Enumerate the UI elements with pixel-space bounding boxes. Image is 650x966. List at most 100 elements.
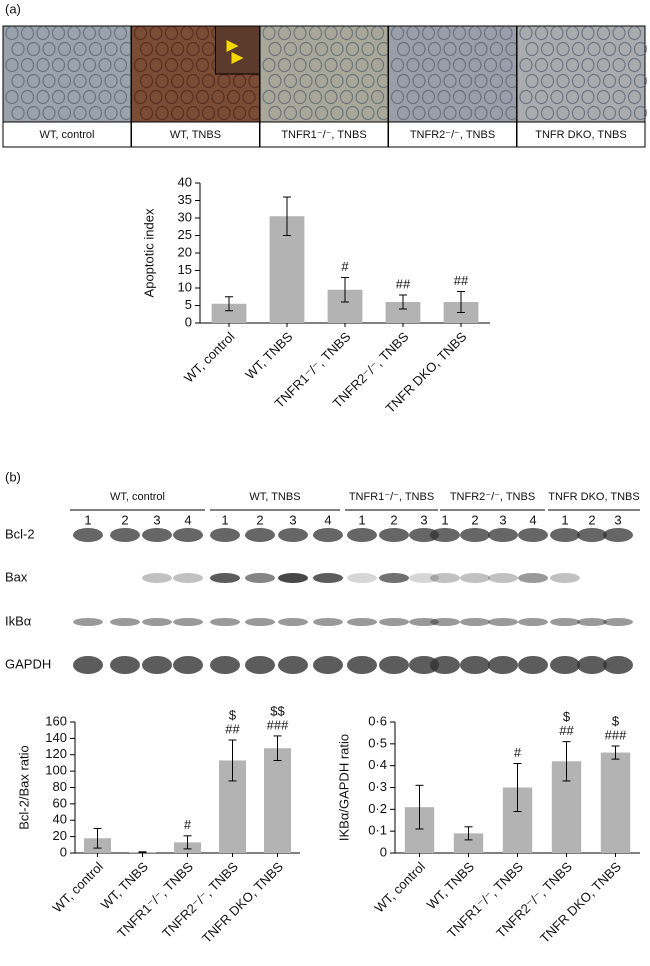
blot-band bbox=[409, 656, 439, 674]
crypt bbox=[474, 41, 488, 57]
crypt bbox=[217, 105, 231, 121]
x-tick-label: TNFR1⁻/⁻, TNBS bbox=[114, 859, 196, 941]
crypt bbox=[355, 25, 369, 41]
crypt bbox=[293, 89, 307, 105]
crypt bbox=[571, 41, 586, 57]
crypt bbox=[452, 89, 467, 105]
crypt bbox=[139, 105, 154, 121]
crypt bbox=[149, 57, 163, 73]
crypt bbox=[437, 25, 451, 41]
blot-band bbox=[73, 528, 103, 542]
crypt bbox=[587, 105, 601, 121]
y-tick-label: 0·3 bbox=[368, 779, 387, 794]
crypt bbox=[534, 89, 549, 105]
crypt bbox=[299, 41, 313, 57]
bar bbox=[264, 748, 291, 853]
y-axis-label: Apoptotic index bbox=[141, 208, 156, 297]
crypt bbox=[113, 57, 128, 73]
arrow bbox=[226, 40, 244, 64]
panel-label: (b) bbox=[5, 469, 21, 484]
crypt bbox=[489, 73, 504, 89]
blot-group-label: TNFR DKO, TNBS bbox=[548, 491, 639, 503]
crypt bbox=[483, 89, 498, 105]
crypt bbox=[556, 105, 570, 121]
crypt bbox=[262, 89, 276, 105]
micrograph-label-box bbox=[2, 121, 132, 148]
crypt bbox=[458, 73, 473, 89]
y-tick-label: 20 bbox=[178, 244, 192, 259]
lane-label: 1 bbox=[221, 512, 228, 527]
crypt bbox=[612, 57, 626, 73]
crypt bbox=[324, 25, 338, 41]
blot-band bbox=[278, 618, 308, 626]
blot-band bbox=[347, 656, 377, 674]
inset bbox=[215, 25, 260, 75]
blot-band bbox=[518, 618, 548, 626]
crypt bbox=[596, 25, 611, 41]
y-tick-label: 80 bbox=[53, 779, 67, 794]
blot-band bbox=[460, 573, 490, 583]
micrograph-label: TNFR DKO, TNBS bbox=[535, 129, 626, 141]
lane-label: 1 bbox=[561, 512, 568, 527]
blot-band bbox=[210, 618, 240, 626]
crypt bbox=[587, 73, 601, 89]
blot-band bbox=[210, 528, 240, 542]
crypt bbox=[421, 57, 436, 73]
blot-band bbox=[110, 618, 140, 626]
crypt bbox=[550, 89, 564, 105]
lane-label: 2 bbox=[588, 512, 595, 527]
crypt bbox=[42, 105, 56, 121]
blot-band bbox=[313, 618, 343, 626]
panel-label: (a) bbox=[5, 1, 21, 16]
crypt bbox=[283, 41, 298, 57]
crypt bbox=[5, 25, 19, 41]
crypt bbox=[540, 105, 555, 121]
crypt bbox=[556, 73, 570, 89]
lane-label: 4 bbox=[184, 512, 191, 527]
crypt bbox=[499, 25, 513, 41]
blot-band bbox=[518, 528, 548, 542]
significance-label: # bbox=[514, 745, 522, 760]
crypt bbox=[525, 41, 539, 57]
crypt bbox=[345, 105, 360, 121]
micrograph-label-box bbox=[388, 121, 517, 148]
significance-label: ## bbox=[559, 723, 574, 738]
crypt bbox=[195, 57, 210, 73]
significance-label: ### bbox=[605, 727, 627, 742]
crypt bbox=[550, 57, 564, 73]
crypt bbox=[308, 57, 323, 73]
blot-band bbox=[409, 528, 439, 542]
crypt bbox=[36, 57, 50, 73]
lane-label: 3 bbox=[499, 512, 506, 527]
lane-label: 4 bbox=[529, 512, 536, 527]
crypt bbox=[452, 57, 467, 73]
significance-label: ## bbox=[454, 273, 469, 288]
crypt bbox=[437, 89, 451, 105]
crypt bbox=[587, 41, 601, 57]
crypt bbox=[5, 89, 19, 105]
y-tick-label: 0·1 bbox=[368, 823, 387, 838]
y-tick-label: 5 bbox=[185, 297, 192, 312]
crypt bbox=[195, 25, 210, 41]
crypt bbox=[133, 57, 148, 73]
crypt bbox=[104, 41, 118, 57]
bar bbox=[385, 302, 421, 323]
crypt bbox=[299, 73, 313, 89]
blot-band bbox=[550, 528, 580, 542]
crypt bbox=[483, 57, 498, 73]
blot-band bbox=[278, 656, 308, 674]
x-tick-label: WT, TNBS bbox=[242, 329, 296, 383]
blot-band bbox=[173, 656, 203, 674]
crypt bbox=[412, 73, 426, 89]
blot-band bbox=[210, 573, 240, 583]
crypt bbox=[324, 57, 338, 73]
crypt bbox=[452, 25, 467, 41]
blot-group-label: WT, control bbox=[110, 491, 165, 503]
crypt bbox=[571, 73, 586, 89]
y-axis-label: IKBα/GAPDH ratio bbox=[336, 734, 351, 841]
crypt bbox=[98, 89, 112, 105]
crypt bbox=[170, 105, 185, 121]
crypt bbox=[581, 57, 595, 73]
blot-band bbox=[245, 573, 275, 583]
micrograph-label: TNFR2⁻/⁻, TNBS bbox=[410, 129, 495, 141]
